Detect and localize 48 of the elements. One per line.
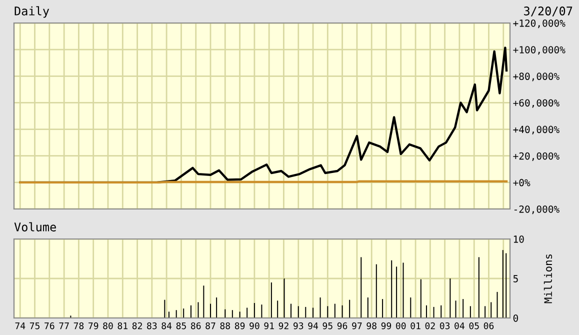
y-tick-label: +60,000% [513, 99, 560, 108]
y-tick-label: +120,000% [513, 20, 566, 28]
x-tick-label: 85 [176, 322, 186, 330]
x-tick-label: 04 [454, 322, 464, 330]
x-tick-label: 00 [396, 322, 406, 330]
x-tick-label: 05 [469, 322, 479, 330]
y-tick-label: +40,000% [513, 126, 560, 134]
y-tick-label: +0% [513, 178, 530, 186]
x-tick-label: 86 [191, 322, 201, 330]
x-tick-label: 94 [308, 322, 318, 330]
chart-title: Daily [14, 6, 50, 18]
x-tick-label: 93 [294, 322, 304, 330]
y-tick-label: 0 [513, 314, 518, 322]
x-tick-label: 91 [264, 322, 274, 330]
x-tick-label: 98 [366, 322, 376, 330]
x-tick-label: 06 [484, 322, 494, 330]
x-tick-label: 81 [118, 322, 128, 330]
x-tick-label: 03 [440, 322, 450, 330]
x-tick-label: 88 [220, 322, 230, 330]
x-tick-label: 02 [425, 322, 435, 330]
x-tick-label: 78 [74, 322, 84, 330]
x-tick-label: 77 [59, 322, 69, 330]
x-tick-label: 79 [88, 322, 98, 330]
x-tick-label: 84 [162, 322, 172, 330]
x-tick-label: 96 [337, 322, 348, 330]
chart-title: Volume [14, 222, 56, 232]
text: 3/20/07 [524, 6, 572, 16]
x-tick-label: 99 [381, 322, 392, 330]
y-tick-label: +100,000% [513, 46, 566, 55]
x-tick-label: 97 [352, 322, 362, 330]
x-tick-label: 89 [234, 322, 245, 330]
x-tick-label: 82 [132, 322, 142, 330]
y-axis-title: Millions [544, 254, 552, 304]
x-tick-label: 80 [103, 322, 113, 330]
x-tick-label: 90 [250, 322, 260, 330]
y-tick-label: 5 [513, 275, 518, 282]
x-tick-label: 95 [322, 322, 332, 330]
x-tick-label: 01 [410, 322, 420, 330]
x-tick-label: 75 [30, 322, 40, 330]
x-tick-label: 76 [44, 322, 54, 330]
y-tick-label: 10 [514, 236, 524, 243]
x-tick-label: 92 [278, 322, 288, 330]
x-tick-label: 83 [147, 322, 157, 330]
x-tick-label: 87 [206, 322, 216, 330]
y-tick-label: +20,000% [513, 152, 560, 161]
y-tick-label: -20,000% [514, 206, 560, 214]
x-tick-label: 74 [15, 322, 26, 330]
y-tick-label: +80,000% [513, 72, 560, 82]
